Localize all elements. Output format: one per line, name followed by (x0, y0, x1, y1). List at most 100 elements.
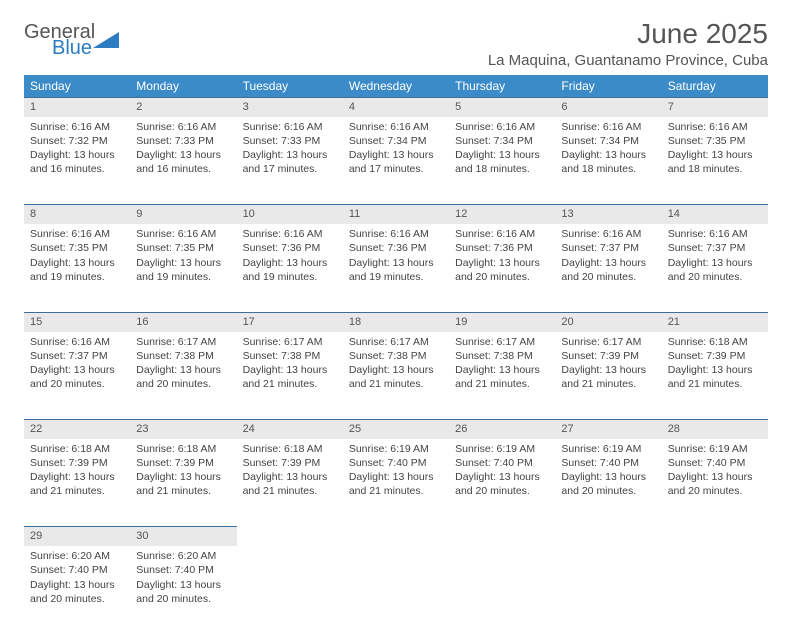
day-number-cell: 9 (130, 205, 236, 224)
sunrise-text: Sunrise: 6:17 AM (136, 335, 230, 349)
dl1-text: Daylight: 13 hours (349, 470, 443, 484)
day-cell: Sunrise: 6:16 AMSunset: 7:35 PMDaylight:… (662, 117, 768, 205)
dl1-text: Daylight: 13 hours (668, 256, 762, 270)
sunset-text: Sunset: 7:40 PM (30, 563, 124, 577)
day-number-cell: 4 (343, 98, 449, 117)
dl1-text: Daylight: 13 hours (561, 148, 655, 162)
dl2-text: and 19 minutes. (349, 270, 443, 284)
day-cell: Sunrise: 6:20 AMSunset: 7:40 PMDaylight:… (130, 546, 236, 634)
dl2-text: and 18 minutes. (561, 162, 655, 176)
sunset-text: Sunset: 7:35 PM (30, 241, 124, 255)
dl2-text: and 19 minutes. (243, 270, 337, 284)
dl1-text: Daylight: 13 hours (136, 363, 230, 377)
dl1-text: Daylight: 13 hours (349, 148, 443, 162)
logo-triangle-icon (93, 30, 119, 50)
day-number-cell: 22 (24, 420, 130, 439)
sunset-text: Sunset: 7:34 PM (455, 134, 549, 148)
weekday-header: Wednesday (343, 75, 449, 98)
sunset-text: Sunset: 7:40 PM (136, 563, 230, 577)
day-cell: Sunrise: 6:16 AMSunset: 7:36 PMDaylight:… (343, 224, 449, 312)
day-number-cell: 2 (130, 98, 236, 117)
sunrise-text: Sunrise: 6:16 AM (30, 335, 124, 349)
sunset-text: Sunset: 7:33 PM (243, 134, 337, 148)
day-cell: Sunrise: 6:16 AMSunset: 7:33 PMDaylight:… (237, 117, 343, 205)
calendar-page: General Blue June 2025 La Maquina, Guant… (0, 0, 792, 634)
day-cell: Sunrise: 6:19 AMSunset: 7:40 PMDaylight:… (662, 439, 768, 527)
day-cell: Sunrise: 6:16 AMSunset: 7:34 PMDaylight:… (449, 117, 555, 205)
dl1-text: Daylight: 13 hours (30, 578, 124, 592)
dl2-text: and 21 minutes. (668, 377, 762, 391)
day-cell: Sunrise: 6:16 AMSunset: 7:32 PMDaylight:… (24, 117, 130, 205)
day-cell: Sunrise: 6:17 AMSunset: 7:38 PMDaylight:… (237, 332, 343, 420)
day-number-cell: 28 (662, 420, 768, 439)
weekday-header-row: SundayMondayTuesdayWednesdayThursdayFrid… (24, 75, 768, 98)
day-number-cell (662, 527, 768, 546)
sunrise-text: Sunrise: 6:16 AM (243, 227, 337, 241)
sunrise-text: Sunrise: 6:16 AM (136, 227, 230, 241)
day-number-row: 15161718192021 (24, 312, 768, 331)
day-number-cell: 16 (130, 312, 236, 331)
sunrise-text: Sunrise: 6:17 AM (561, 335, 655, 349)
day-cell: Sunrise: 6:20 AMSunset: 7:40 PMDaylight:… (24, 546, 130, 634)
day-number-cell: 10 (237, 205, 343, 224)
day-number-cell: 19 (449, 312, 555, 331)
day-cell: Sunrise: 6:17 AMSunset: 7:38 PMDaylight:… (130, 332, 236, 420)
sunset-text: Sunset: 7:32 PM (30, 134, 124, 148)
sunset-text: Sunset: 7:40 PM (455, 456, 549, 470)
sunset-text: Sunset: 7:36 PM (243, 241, 337, 255)
day-cell (662, 546, 768, 634)
sunrise-text: Sunrise: 6:20 AM (136, 549, 230, 563)
day-cell: Sunrise: 6:19 AMSunset: 7:40 PMDaylight:… (343, 439, 449, 527)
dl1-text: Daylight: 13 hours (243, 470, 337, 484)
dl2-text: and 21 minutes. (243, 377, 337, 391)
sunset-text: Sunset: 7:34 PM (561, 134, 655, 148)
sunrise-text: Sunrise: 6:19 AM (349, 442, 443, 456)
sunset-text: Sunset: 7:40 PM (349, 456, 443, 470)
dl2-text: and 16 minutes. (136, 162, 230, 176)
sunrise-text: Sunrise: 6:16 AM (136, 120, 230, 134)
title-block: June 2025 La Maquina, Guantanamo Provinc… (488, 18, 768, 69)
dl1-text: Daylight: 13 hours (561, 363, 655, 377)
sunrise-text: Sunrise: 6:18 AM (243, 442, 337, 456)
weekday-header: Tuesday (237, 75, 343, 98)
dl1-text: Daylight: 13 hours (136, 470, 230, 484)
logo-word-blue: Blue (52, 38, 95, 58)
day-number-row: 22232425262728 (24, 420, 768, 439)
dl2-text: and 20 minutes. (668, 484, 762, 498)
month-title: June 2025 (488, 18, 768, 50)
dl1-text: Daylight: 13 hours (30, 363, 124, 377)
dl2-text: and 21 minutes. (30, 484, 124, 498)
day-body-row: Sunrise: 6:16 AM Sunset: 7:35 PM Daylight:… (24, 224, 768, 312)
day-number-cell: 24 (237, 420, 343, 439)
day-cell: Sunrise: 6:16 AMSunset: 7:37 PMDaylight:… (24, 332, 130, 420)
day-number-row: 1234567 (24, 98, 768, 117)
sunset-text: Sunset: 7:37 PM (30, 349, 124, 363)
sunrise-text: Sunrise: 6:18 AM (668, 335, 762, 349)
day-number-cell (449, 527, 555, 546)
day-number-cell: 30 (130, 527, 236, 546)
weekday-header: Thursday (449, 75, 555, 98)
day-cell: Sunrise: 6:17 AMSunset: 7:39 PMDaylight:… (555, 332, 661, 420)
dl1-text: Daylight: 13 hours (349, 256, 443, 270)
day-cell (449, 546, 555, 634)
logo-text: General Blue (24, 22, 95, 58)
sunset-text: Sunset: 7:40 PM (668, 456, 762, 470)
dl2-text: and 20 minutes. (668, 270, 762, 284)
day-cell: Sunrise: 6:17 AMSunset: 7:38 PMDaylight:… (449, 332, 555, 420)
day-number-cell: 27 (555, 420, 661, 439)
dl1-text: Daylight: 13 hours (668, 470, 762, 484)
sunrise-text: Sunrise: 6:16 AM (561, 120, 655, 134)
sunset-text: Sunset: 7:39 PM (561, 349, 655, 363)
calendar-table: SundayMondayTuesdayWednesdayThursdayFrid… (24, 75, 768, 634)
day-cell (237, 546, 343, 634)
sunrise-text: Sunrise: 6:18 AM (136, 442, 230, 456)
dl2-text: and 21 minutes. (349, 484, 443, 498)
dl2-text: and 18 minutes. (455, 162, 549, 176)
dl1-text: Daylight: 13 hours (455, 256, 549, 270)
day-number-cell: 11 (343, 205, 449, 224)
day-cell: Sunrise: 6:19 AMSunset: 7:40 PMDaylight:… (555, 439, 661, 527)
dl2-text: and 17 minutes. (243, 162, 337, 176)
dl2-text: and 17 minutes. (349, 162, 443, 176)
weekday-header: Saturday (662, 75, 768, 98)
sunset-text: Sunset: 7:36 PM (455, 241, 549, 255)
